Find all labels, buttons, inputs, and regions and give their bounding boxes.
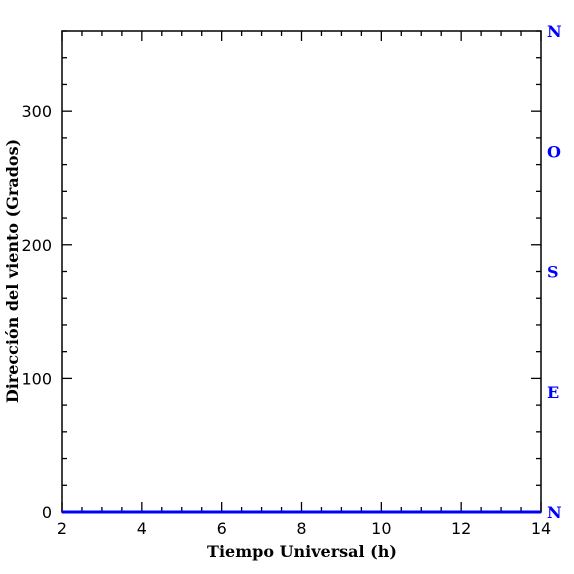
y-axis-title: Dirección del viento (Grados)	[3, 139, 22, 403]
x-tick-label: 12	[451, 519, 471, 538]
x-tick-label: 2	[57, 519, 67, 538]
direction-label: N	[547, 22, 562, 41]
x-tick-label: 8	[296, 519, 306, 538]
x-tick-label: 4	[137, 519, 147, 538]
plot-frame	[61, 30, 542, 513]
x-tick-label: 14	[531, 519, 551, 538]
direction-label: N	[547, 503, 562, 522]
x-axis-title: Tiempo Universal (h)	[207, 542, 397, 561]
direction-label: E	[547, 383, 559, 402]
x-tick-labels: 2 4 6 8 10 12 14	[57, 519, 551, 538]
y-tick-label: 200	[21, 236, 52, 255]
y-tick-label: 300	[21, 102, 52, 121]
x-tick-label: 10	[371, 519, 391, 538]
y-tick-label: 0	[42, 503, 52, 522]
axis-ticks	[61, 30, 542, 513]
direction-label: S	[547, 263, 559, 282]
direction-labels: N O S E N	[547, 22, 562, 522]
direction-label: O	[547, 142, 561, 161]
y-tick-labels: 0 100 200 300	[21, 102, 52, 522]
y-tick-label: 100	[21, 369, 52, 388]
x-tick-label: 6	[217, 519, 227, 538]
